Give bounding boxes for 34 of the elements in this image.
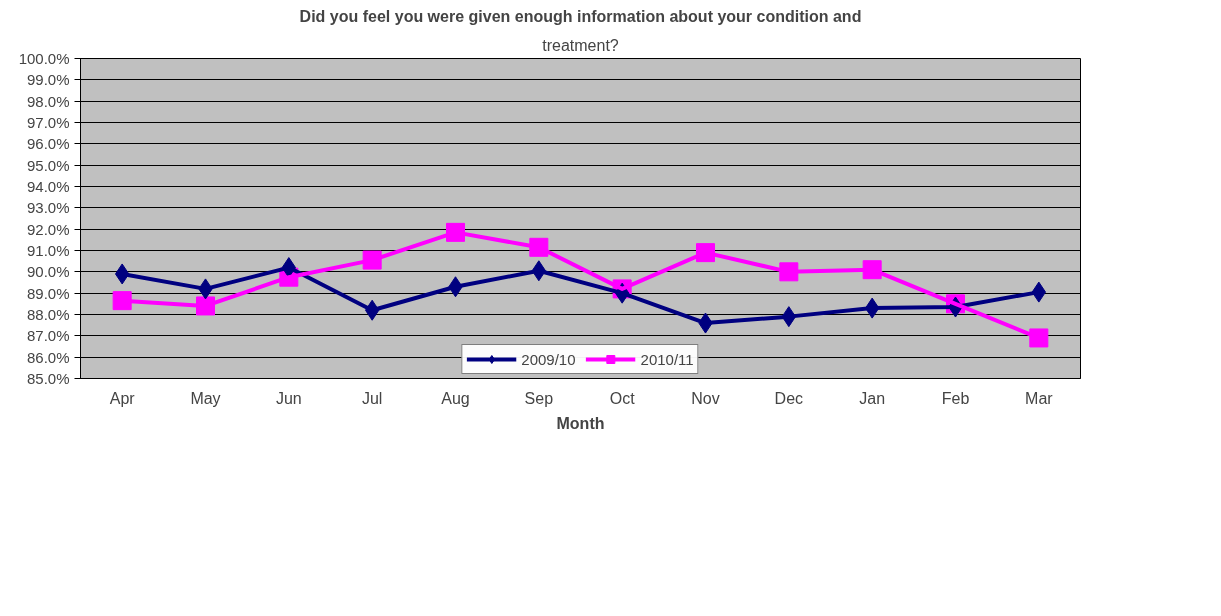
x-tick-label: Nov: [691, 389, 720, 407]
x-tick-label: Aug: [441, 389, 470, 407]
y-tick-label: 95.0%: [26, 156, 70, 174]
legend-label: 2010/11: [640, 350, 694, 368]
y-tick-label: 98.0%: [26, 92, 70, 110]
y-tick-label: 97.0%: [26, 114, 70, 131]
x-tick-label: Feb: [941, 389, 970, 407]
x-tick-label: Apr: [109, 389, 136, 407]
legend-label: 2009/10: [521, 350, 576, 368]
x-tick-label: Jun: [275, 389, 302, 407]
y-tick-label: 96.0%: [26, 135, 70, 153]
point: [1029, 328, 1049, 348]
y-tick-label: 90.0%: [26, 263, 70, 281]
y-tick-label: 93.0%: [26, 199, 70, 217]
x-tick-label: May: [190, 389, 221, 407]
y-tick-label: 92.0%: [26, 220, 70, 238]
y-tick-label: 86.0%: [26, 348, 70, 366]
x-axis-title: Month: [556, 414, 605, 432]
x-tick-label: Dec: [774, 389, 804, 407]
chart-subtitle: treatment?: [542, 36, 619, 54]
x-tick-label: Jul: [361, 389, 383, 407]
x-tick-label: Jan: [859, 389, 886, 407]
y-tick-label: 88.0%: [26, 306, 70, 323]
y-tick-label: 87.0%: [26, 327, 70, 345]
x-tick-label: Sep: [524, 389, 554, 407]
y-tick-label: 91.0%: [26, 242, 70, 259]
y-tick-label: 100.0%: [18, 50, 70, 67]
y-tick-label: 94.0%: [26, 178, 70, 195]
chart-title: Did you feel you were given enough information about your condition and: [299, 7, 862, 25]
y-tick-label: 99.0%: [26, 71, 70, 89]
y-tick-label: 85.0%: [26, 370, 70, 387]
x-tick-label: Mar: [1025, 389, 1054, 407]
y-tick-label: 89.0%: [26, 284, 70, 302]
x-tick-label: Oct: [609, 389, 636, 407]
